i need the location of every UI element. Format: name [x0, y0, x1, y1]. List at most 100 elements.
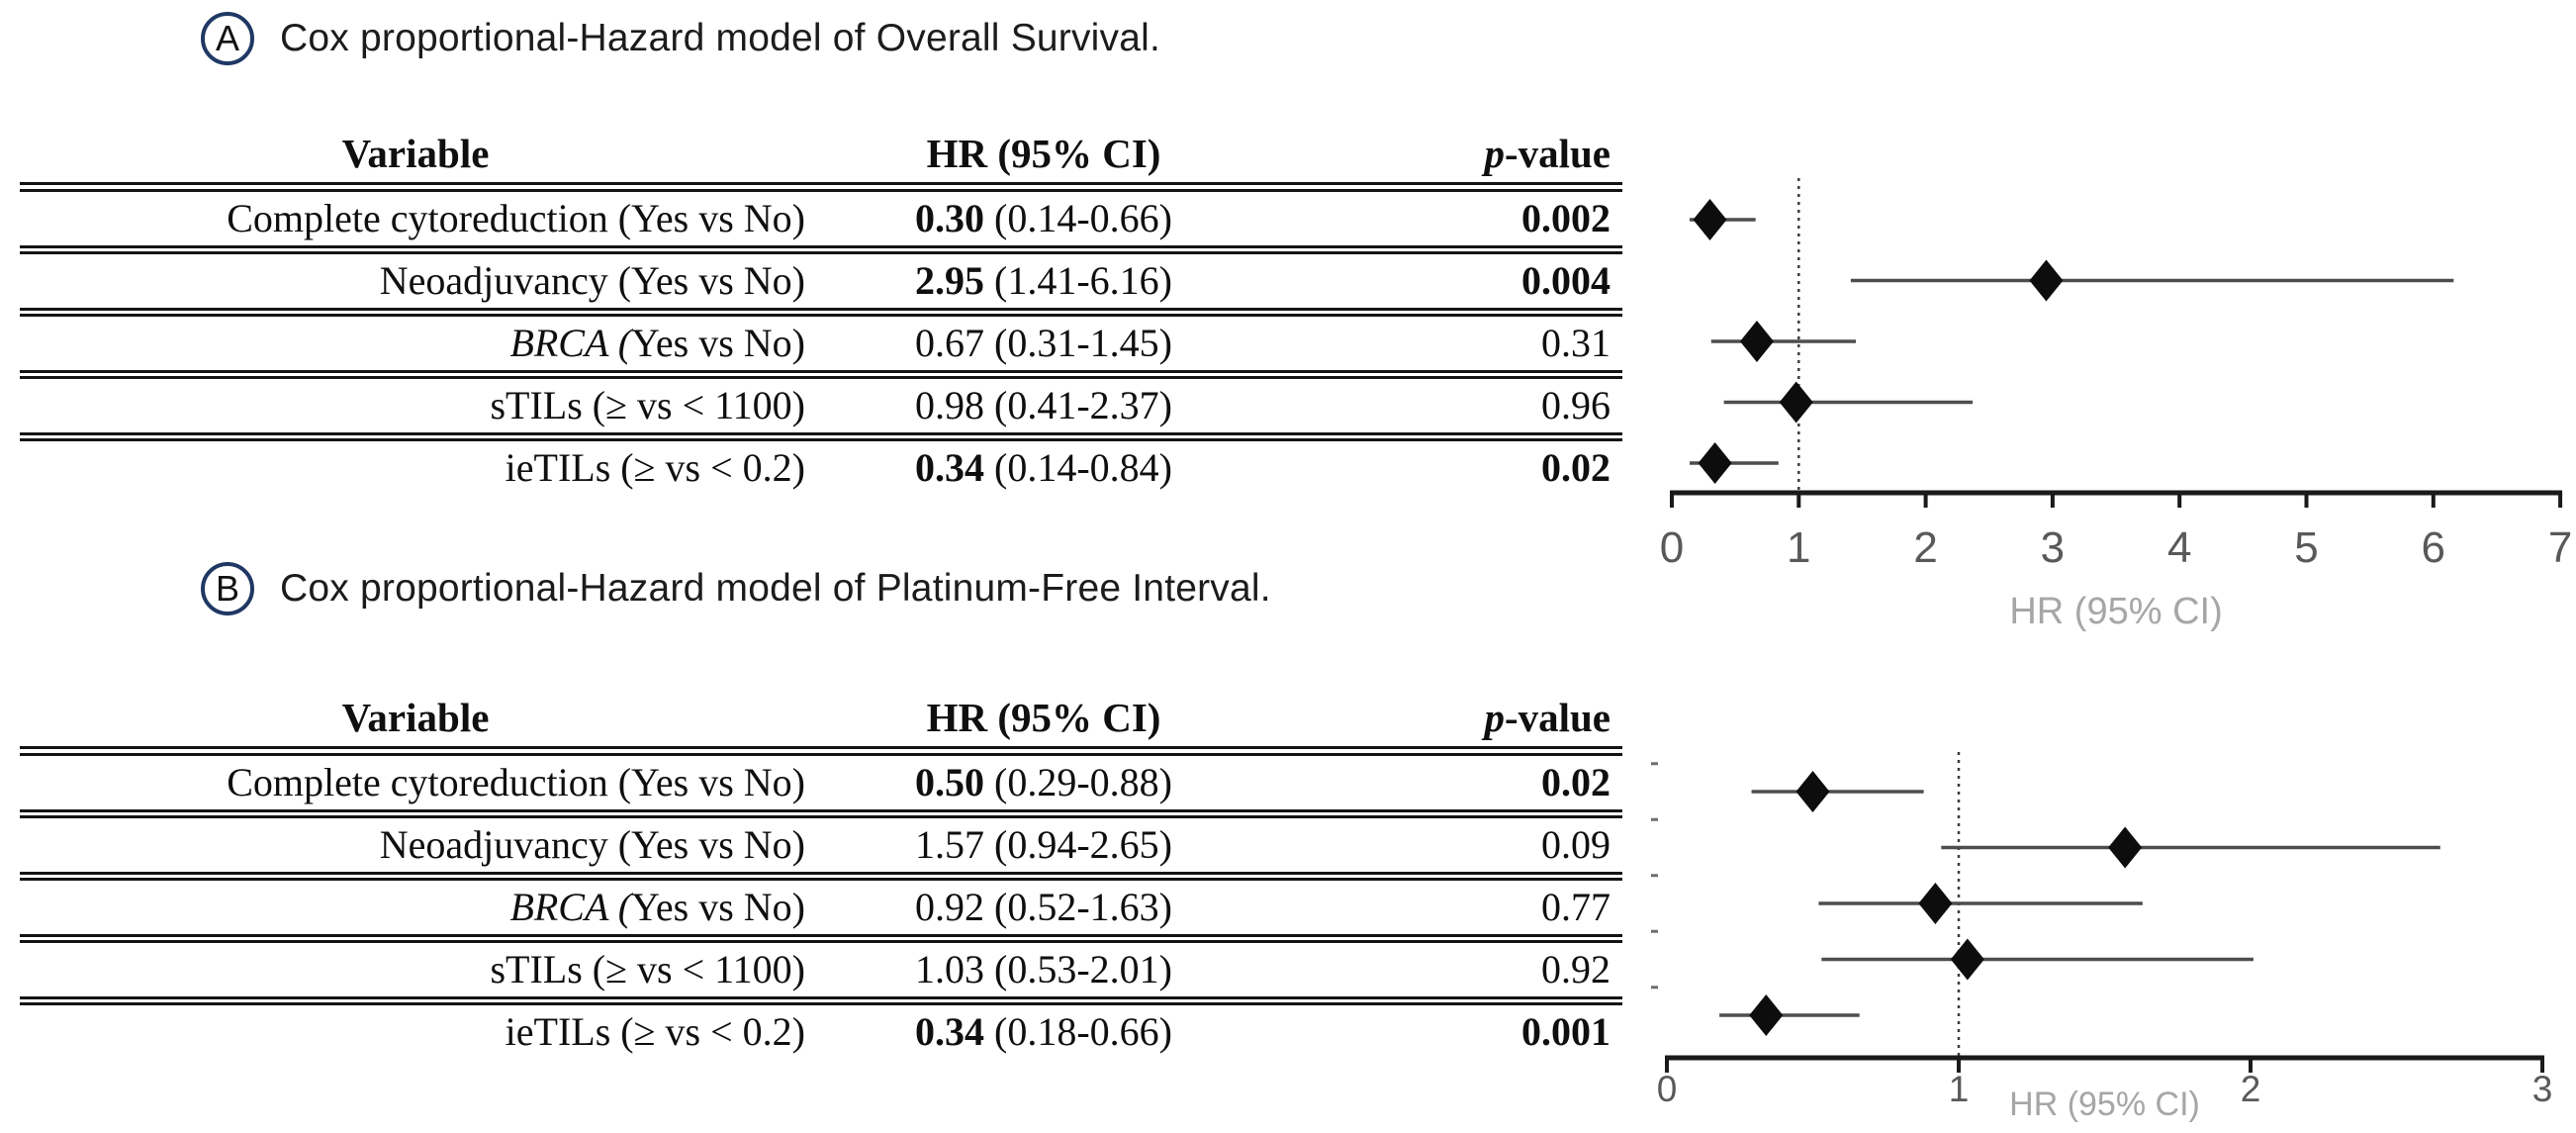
variable-cell: Complete cytoreduction (Yes vs No) — [20, 750, 811, 818]
hr-value: 0.92 — [915, 884, 985, 929]
table-row: Neoadjuvancy (Yes vs No) 1.57 (0.94-2.65… — [20, 813, 1622, 881]
variable-cell: sTILs (≥ vs < 1100) — [20, 374, 811, 441]
x-axis-tick-label: 3 — [2041, 523, 2065, 572]
hr-cell: 0.67 (0.31-1.45) — [811, 312, 1276, 379]
variable-italic: BRCA ( — [509, 320, 632, 365]
col-header-hr: HR (95% CI) — [811, 695, 1276, 756]
x-axis-tick-label: 1 — [1787, 523, 1810, 572]
diamond-marker — [2029, 259, 2064, 302]
table-row: Complete cytoreduction (Yes vs No) 0.50 … — [20, 750, 1622, 818]
cox-table-b: Variable HR (95% CI) p-value Complete cy… — [20, 695, 1622, 1059]
pvalue-rest: -value — [1504, 131, 1610, 176]
col-header-hr: HR (95% CI) — [811, 131, 1276, 192]
variable-text: sTILs (≥ vs < 1100) — [490, 382, 805, 427]
variable-text: Complete cytoreduction (Yes vs No) — [227, 759, 805, 804]
variable-cell: BRCA (Yes vs No) — [20, 876, 811, 943]
forest-plot-b: 0 1 2 3 HR (95% CI) — [1651, 752, 2552, 1123]
variable-italic: BRCA ( — [509, 884, 632, 929]
hr-value: 0.30 — [915, 195, 985, 240]
hr-cell: 0.30 (0.14-0.66) — [811, 186, 1276, 254]
table-row: Complete cytoreduction (Yes vs No) 0.30 … — [20, 186, 1622, 254]
diamond-marker — [1779, 381, 1813, 424]
table-row: BRCA (Yes vs No) 0.92 (0.52-1.63) 0.77 — [20, 876, 1622, 943]
x-axis-tick-label: 6 — [2422, 523, 2445, 572]
variable-cell: Complete cytoreduction (Yes vs No) — [20, 186, 811, 254]
x-axis-tick-label: 1 — [1949, 1069, 1970, 1109]
table-row: ieTILs (≥ vs < 0.2) 0.34 (0.18-0.66) 0.0… — [20, 1000, 1622, 1059]
variable-cell: BRCA (Yes vs No) — [20, 312, 811, 379]
table-row: sTILs (≥ vs < 1100) 1.03 (0.53-2.01) 0.9… — [20, 938, 1622, 1005]
variable-cell: Neoadjuvancy (Yes vs No) — [20, 813, 811, 881]
hr-cell: 2.95 (1.41-6.16) — [811, 249, 1276, 317]
pvalue-cell: 0.96 — [1276, 374, 1622, 441]
pvalue-cell: 0.09 — [1276, 813, 1622, 881]
pvalue-italic-p: p — [1484, 131, 1505, 176]
pvalue-cell: 0.001 — [1521, 1008, 1610, 1054]
hr-value: 0.34 — [915, 444, 985, 490]
diamond-marker — [1749, 994, 1784, 1036]
hr-cell: 0.34 (0.14-0.84) — [811, 436, 1276, 495]
panel-b-header: B Cox proportional-Hazard model of Plati… — [201, 562, 1271, 615]
diamond-marker — [1918, 883, 1953, 924]
variable-cell: sTILs (≥ vs < 1100) — [20, 938, 811, 1005]
ci-value: (0.18-0.66) — [984, 1008, 1172, 1054]
forest-plot-a: 0 1 2 3 4 5 6 7 HR (95% CI) — [1660, 178, 2572, 632]
diamond-marker — [1739, 321, 1774, 362]
table-row: BRCA (Yes vs No) 0.67 (0.31-1.45) 0.31 — [20, 312, 1622, 379]
col-header-pvalue: p-value — [1276, 695, 1622, 756]
x-axis-tick-label: 2 — [1913, 523, 1937, 572]
hr-cell: 0.50 (0.29-0.88) — [811, 750, 1276, 818]
variable-cell: ieTILs (≥ vs < 0.2) — [20, 1000, 811, 1059]
diamond-marker — [1950, 938, 1984, 981]
table-row: ieTILs (≥ vs < 0.2) 0.34 (0.14-0.84) 0.0… — [20, 436, 1622, 495]
hr-value: 2.95 — [915, 257, 985, 303]
ci-value: (0.41-2.37) — [984, 382, 1172, 427]
ci-value: (0.14-0.66) — [984, 195, 1172, 240]
hr-value: 0.98 — [915, 382, 985, 427]
x-axis-tick-label: 5 — [2294, 523, 2318, 572]
col-header-variable: Variable — [20, 131, 811, 192]
hr-cell: 0.92 (0.52-1.63) — [811, 876, 1276, 943]
pvalue-rest: -value — [1504, 695, 1610, 740]
diamond-marker — [2108, 826, 2143, 869]
ci-value: (0.31-1.45) — [984, 320, 1172, 365]
ci-value: (0.14-0.84) — [984, 444, 1172, 490]
pvalue-cell: 0.02 — [1276, 750, 1622, 818]
table-header-row: Variable HR (95% CI) p-value — [20, 131, 1622, 192]
ci-value: (0.94-2.65) — [984, 821, 1172, 867]
variable-text: Yes vs No) — [631, 320, 805, 365]
ci-value: (1.41-6.16) — [984, 257, 1172, 303]
col-header-pvalue: p-value — [1276, 131, 1622, 192]
variable-cell: ieTILs (≥ vs < 0.2) — [20, 436, 811, 495]
hr-value: 0.50 — [915, 759, 985, 804]
x-axis-tick-label: 2 — [2241, 1069, 2261, 1109]
pvalue-cell: 0.92 — [1276, 938, 1622, 1005]
pvalue-cell: 0.004 — [1276, 249, 1622, 317]
diamond-marker — [1693, 199, 1727, 240]
pvalue-cell: 0.77 — [1276, 876, 1622, 943]
hr-value: 1.03 — [915, 946, 985, 991]
pvalue-cell: 0.02 — [1541, 444, 1610, 490]
diamond-marker — [1698, 442, 1732, 484]
x-axis-title: HR (95% CI) — [2009, 591, 2222, 632]
table-row: Neoadjuvancy (Yes vs No) 2.95 (1.41-6.16… — [20, 249, 1622, 317]
pvalue-cell: 0.31 — [1276, 312, 1622, 379]
variable-text: Neoadjuvancy (Yes vs No) — [379, 821, 805, 867]
variable-text: Yes vs No) — [631, 884, 805, 929]
hr-value: 1.57 — [915, 821, 985, 867]
panel-title-a: Cox proportional-Hazard model of Overall… — [280, 17, 1161, 59]
ci-value: (0.52-1.63) — [984, 884, 1172, 929]
x-axis-tick-label: 4 — [2167, 523, 2191, 572]
variable-text: sTILs (≥ vs < 1100) — [490, 946, 805, 991]
variable-text: Neoadjuvancy (Yes vs No) — [379, 257, 805, 303]
x-axis-tick-label: 0 — [1657, 1069, 1678, 1109]
table-row: sTILs (≥ vs < 1100) 0.98 (0.41-2.37) 0.9… — [20, 374, 1622, 441]
x-axis-tick-label: 0 — [1660, 523, 1684, 572]
variable-text: ieTILs (≥ vs < 0.2) — [505, 444, 805, 490]
hr-cell: 0.34 (0.18-0.66) — [811, 1000, 1276, 1059]
panel-label-badge-a: A — [201, 12, 254, 65]
hr-value: 0.67 — [915, 320, 985, 365]
pvalue-italic-p: p — [1484, 695, 1505, 740]
hr-cell: 1.57 (0.94-2.65) — [811, 813, 1276, 881]
